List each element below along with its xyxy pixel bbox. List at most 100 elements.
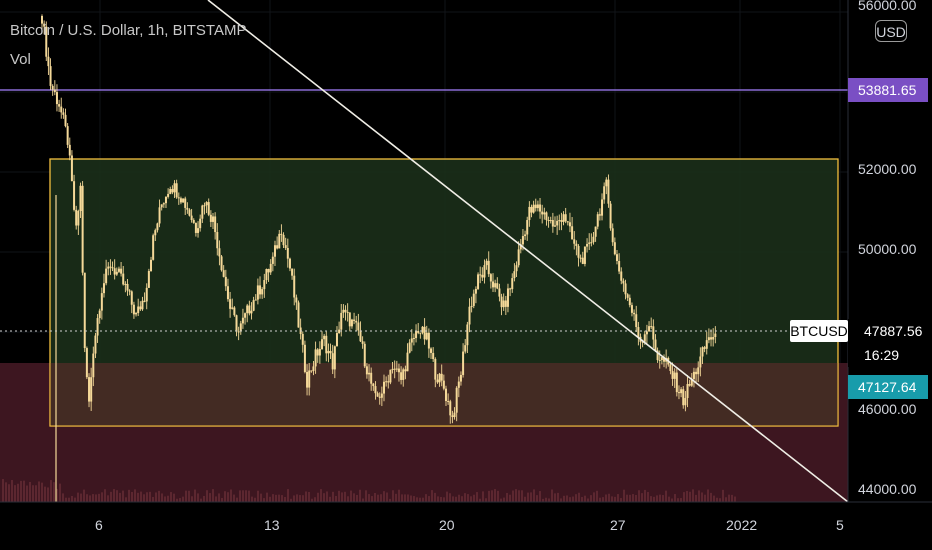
candle-body bbox=[158, 207, 161, 224]
volume-bar bbox=[167, 495, 169, 502]
candle-body bbox=[124, 283, 127, 285]
candle-body bbox=[77, 211, 80, 226]
bar-countdown: 16:29 bbox=[848, 343, 932, 367]
candle-body bbox=[96, 318, 99, 336]
volume-bar bbox=[515, 489, 517, 502]
time-label-6: 6 bbox=[95, 517, 103, 533]
volume-bar bbox=[398, 489, 400, 502]
candle-body bbox=[359, 330, 362, 342]
volume-bar bbox=[692, 489, 694, 502]
candle-body bbox=[562, 214, 565, 222]
symbol-title[interactable]: Bitcoin / U.S. Dollar, 1h, BITSTAMP bbox=[10, 22, 247, 39]
volume-bar bbox=[128, 489, 130, 502]
candle-body bbox=[229, 299, 232, 309]
candle-body bbox=[594, 226, 597, 237]
volume-bar bbox=[548, 498, 550, 502]
volume-bar bbox=[500, 498, 502, 502]
candle-body bbox=[81, 185, 84, 273]
candle-body bbox=[160, 204, 163, 208]
candle-body bbox=[145, 287, 148, 302]
candle-body bbox=[303, 344, 306, 372]
volume-bar bbox=[668, 496, 670, 502]
volume-bar bbox=[308, 491, 310, 502]
volume-bar bbox=[536, 495, 538, 502]
volume-bar bbox=[497, 490, 499, 502]
candle-body bbox=[492, 281, 495, 288]
candle-body bbox=[577, 245, 580, 258]
candle-body bbox=[440, 373, 443, 381]
candle-body bbox=[224, 276, 227, 287]
volume-bar bbox=[488, 490, 490, 502]
volume-bar bbox=[452, 496, 454, 502]
volume-bar bbox=[317, 492, 319, 502]
candle-body bbox=[419, 332, 422, 334]
volume-bar bbox=[566, 495, 568, 502]
candle-body bbox=[444, 388, 447, 402]
volume-bar bbox=[101, 492, 103, 502]
time-label-2022: 2022 bbox=[726, 517, 758, 533]
candle-body bbox=[237, 331, 240, 333]
candle-body bbox=[75, 209, 78, 226]
candle-body bbox=[256, 285, 259, 300]
candle-body bbox=[622, 280, 625, 284]
candle-body bbox=[536, 204, 539, 209]
candle-body bbox=[596, 214, 599, 227]
candle-body bbox=[327, 350, 330, 354]
candle-body bbox=[624, 283, 627, 295]
volume-bar bbox=[287, 489, 289, 502]
volume-bar bbox=[677, 498, 679, 502]
candle-body bbox=[579, 257, 582, 259]
volume-bar bbox=[296, 494, 298, 502]
candle-body bbox=[601, 199, 604, 216]
volume-bar bbox=[221, 497, 223, 502]
volume-bar bbox=[215, 496, 217, 502]
candle-body bbox=[231, 307, 234, 309]
candle-body bbox=[504, 300, 507, 307]
volume-bars bbox=[2, 479, 736, 502]
candle-body bbox=[521, 236, 524, 245]
candle-body bbox=[489, 274, 492, 282]
volume-bar bbox=[362, 498, 364, 502]
candle-body bbox=[194, 222, 197, 233]
candle-body bbox=[626, 294, 629, 298]
candle-body bbox=[169, 189, 172, 194]
candle-body bbox=[372, 383, 375, 387]
volume-bar bbox=[641, 493, 643, 502]
candle-body bbox=[233, 307, 236, 316]
candle-body bbox=[423, 326, 426, 340]
candle-body bbox=[94, 335, 97, 354]
candle-body bbox=[297, 302, 300, 328]
candle-body bbox=[154, 230, 157, 236]
volume-bar bbox=[149, 491, 151, 502]
volume-bar bbox=[359, 489, 361, 502]
currency-button[interactable]: USD bbox=[875, 20, 907, 42]
candle-body bbox=[218, 248, 221, 257]
volume-bar bbox=[326, 491, 328, 502]
volume-bar bbox=[686, 490, 688, 502]
candle-body bbox=[107, 266, 110, 269]
candle-body bbox=[684, 398, 687, 406]
candle-body bbox=[88, 377, 91, 402]
symbol-tag[interactable]: BTCUSD bbox=[790, 320, 848, 342]
volume-bar bbox=[734, 496, 736, 502]
candle-body bbox=[417, 330, 420, 333]
candle-body bbox=[479, 274, 482, 276]
trend-line[interactable] bbox=[207, 0, 849, 503]
volume-bar bbox=[614, 496, 616, 502]
candle-body bbox=[250, 310, 253, 314]
candle-body bbox=[182, 198, 185, 203]
volume-bar bbox=[197, 493, 199, 502]
candle-body bbox=[656, 350, 659, 361]
candle-body bbox=[353, 319, 356, 321]
candle-body bbox=[212, 216, 214, 222]
candle-body bbox=[560, 220, 563, 222]
volume-indicator-label[interactable]: Vol bbox=[10, 51, 31, 68]
candle-body bbox=[660, 357, 663, 360]
volume-bar bbox=[95, 494, 97, 502]
volume-bar bbox=[335, 495, 337, 502]
volume-bar bbox=[266, 492, 268, 502]
candle-body bbox=[686, 384, 689, 399]
candle-body bbox=[209, 214, 212, 222]
volume-bar bbox=[224, 491, 226, 502]
